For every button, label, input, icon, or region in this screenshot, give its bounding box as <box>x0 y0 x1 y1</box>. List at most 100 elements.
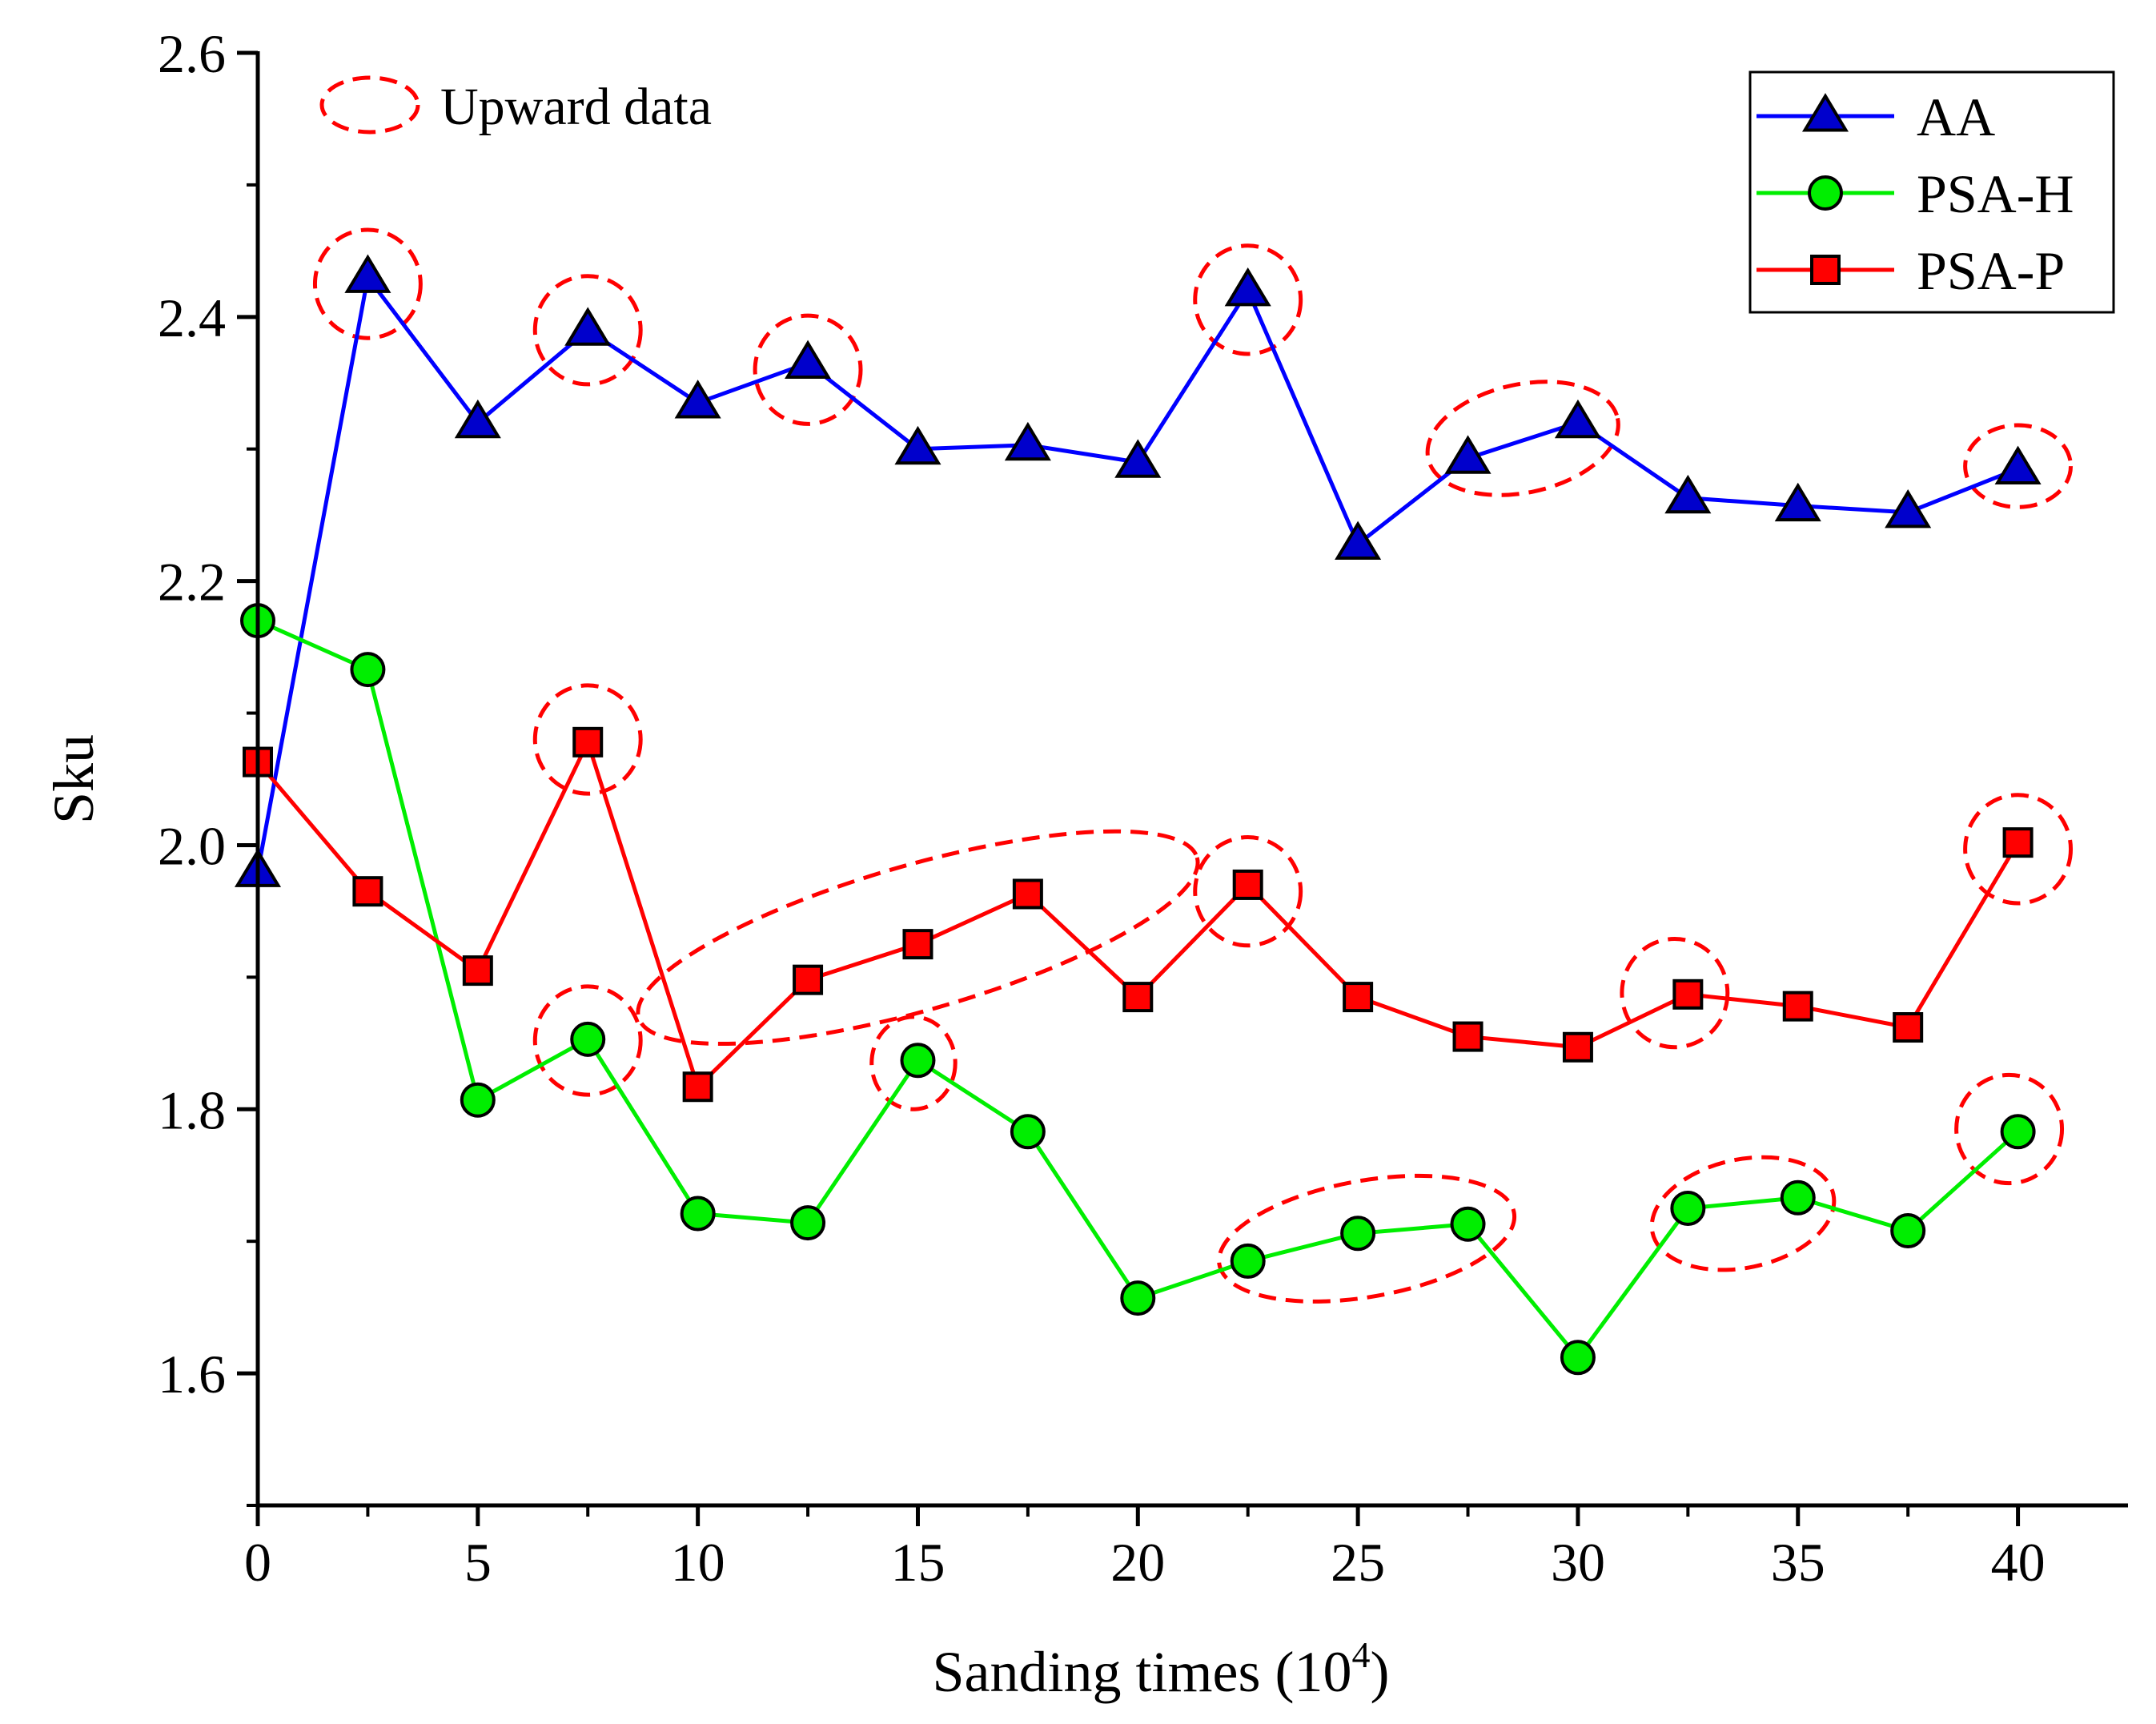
data-point <box>1774 482 1821 522</box>
x-tick-label: 15 <box>890 1532 945 1593</box>
data-point <box>564 307 612 346</box>
annotation-key-label: Upward data <box>440 78 712 136</box>
series-aa <box>234 254 2042 887</box>
upward-data-ellipse <box>1217 1173 1517 1304</box>
upward-data-ellipse <box>1193 243 1303 356</box>
data-point <box>1232 869 1263 900</box>
data-point <box>1450 1206 1486 1242</box>
y-tick-label: 1.8 <box>158 1079 226 1140</box>
y-tick-label: 1.6 <box>158 1344 226 1405</box>
upward-data-ellipse <box>312 227 423 340</box>
upward-data-ellipse <box>1963 793 2074 906</box>
legend-label: AA <box>1917 86 1995 147</box>
legend-entry-psa-p: PSA-P <box>1757 240 2065 301</box>
upward-data-ellipse <box>532 274 643 387</box>
data-point <box>790 1205 826 1241</box>
upward-data-ellipse <box>532 683 643 796</box>
data-point <box>1893 1012 1924 1043</box>
data-point <box>344 254 391 293</box>
y-tick-label: 2.0 <box>158 815 226 876</box>
x-tick-label: 5 <box>464 1532 492 1593</box>
data-point <box>2002 827 2034 858</box>
data-point <box>1114 439 1162 478</box>
x-tick-label: 30 <box>1551 1532 1605 1593</box>
data-point <box>1010 1114 1046 1150</box>
data-point <box>1670 1190 1706 1226</box>
data-point <box>1562 1031 1593 1063</box>
axes-layer: 0 5 10 15 20 25 30 35 40 1.6 1.8 2.0 2.2 2.4 2.6 Sandin… <box>42 23 2128 1704</box>
upward-data-ellipse <box>1954 1072 2065 1186</box>
upward-data-ellipse <box>1649 1155 1837 1272</box>
data-point <box>1672 979 1704 1010</box>
data-point <box>674 380 721 419</box>
data-point <box>572 726 604 758</box>
x-axis-title: Sanding times (104) <box>933 1634 1390 1704</box>
data-point <box>1335 520 1382 560</box>
data-point <box>460 1082 496 1118</box>
data-point <box>1012 878 1043 910</box>
y-tick-label: 2.4 <box>158 287 226 348</box>
legend-label: PSA-P <box>1917 240 2065 301</box>
data-point <box>1343 982 1374 1013</box>
annotation-layer <box>312 227 2074 1304</box>
data-point <box>352 876 383 907</box>
data-point <box>1554 399 1601 439</box>
data-point <box>1444 435 1492 474</box>
data-point <box>1664 474 1712 514</box>
data-point <box>1452 1021 1484 1052</box>
data-point <box>1994 445 2042 484</box>
y-tick-label: 2.6 <box>158 23 226 84</box>
legend-label: PSA-H <box>1917 163 2074 224</box>
legend-layer: Upward data AA PSA-H PSA-P <box>319 70 2115 314</box>
upward-data-ellipse <box>753 313 863 426</box>
x-tick-label: 0 <box>244 1532 271 1593</box>
series-psa-h <box>240 603 2036 1376</box>
data-point <box>1885 488 1932 528</box>
upward-data-ellipse <box>869 1015 958 1111</box>
data-point <box>680 1196 716 1232</box>
x-tick-label: 35 <box>1771 1532 1825 1593</box>
legend-swatch-marker <box>1801 93 1849 132</box>
legend-entry-psa-h: PSA-H <box>1757 163 2074 224</box>
data-point <box>1560 1340 1596 1376</box>
data-point <box>2000 1114 2036 1150</box>
upward-data-ellipse <box>1963 423 2074 509</box>
data-point <box>1224 267 1271 307</box>
upward-data-ellipse <box>636 829 1200 1047</box>
series-line <box>256 737 2020 1091</box>
upward-data-ellipse <box>1425 380 1620 497</box>
upward-data-ellipse <box>1193 835 1303 948</box>
series-layer <box>234 254 2042 1376</box>
y-axis-title: Sku <box>42 734 106 824</box>
x-tick-label: 25 <box>1331 1532 1385 1593</box>
data-point <box>1230 1243 1266 1279</box>
data-point <box>1122 982 1154 1013</box>
data-point <box>785 340 832 380</box>
upward-data-ellipse <box>1620 937 1730 1050</box>
data-point <box>1780 1179 1816 1216</box>
y-tick-label: 2.2 <box>158 552 226 613</box>
data-point <box>350 652 386 688</box>
data-point <box>1890 1212 1926 1248</box>
legend-swatch-marker <box>1810 255 1841 285</box>
data-point <box>1340 1216 1376 1252</box>
data-point <box>894 425 941 465</box>
data-point <box>902 929 933 960</box>
series-line <box>255 272 2019 872</box>
data-point <box>1782 991 1813 1022</box>
legend-entry-aa: AA <box>1757 86 1995 147</box>
data-point <box>1120 1280 1156 1316</box>
x-tick-label: 10 <box>671 1532 725 1593</box>
data-point <box>1004 421 1051 461</box>
data-point <box>570 1021 606 1057</box>
annotation-key-ellipse <box>319 75 420 135</box>
legend-swatch-marker <box>1808 175 1843 211</box>
data-point <box>454 399 501 439</box>
data-point <box>900 1043 936 1079</box>
data-point <box>462 955 493 987</box>
x-tick-label: 40 <box>1991 1532 2046 1593</box>
data-point <box>793 964 824 995</box>
series-psa-p <box>243 726 2034 1103</box>
